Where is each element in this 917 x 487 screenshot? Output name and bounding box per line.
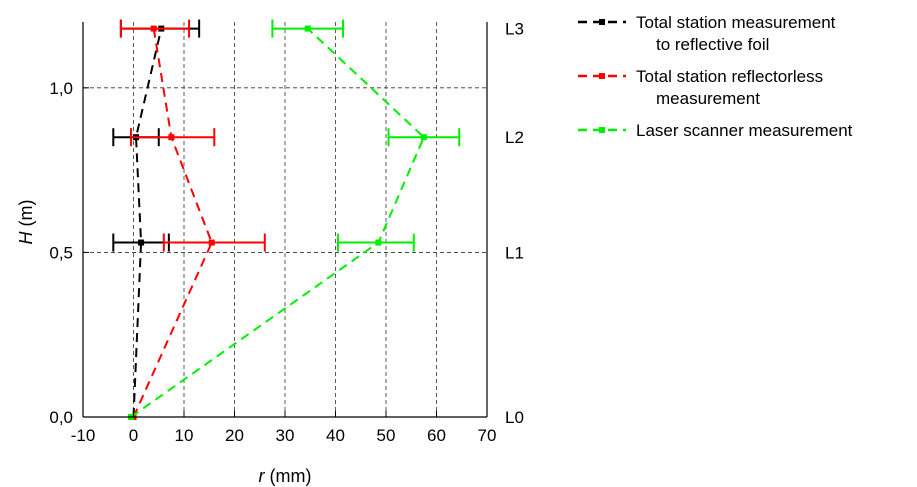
x-axis-label-rest: (mm) [265, 466, 312, 486]
x-tick-label: 50 [377, 426, 396, 445]
data-point [150, 25, 157, 32]
legend-label: measurement [656, 89, 760, 108]
legend-label: to reflective foil [656, 35, 769, 54]
x-axis-label: r (mm) [259, 466, 312, 486]
x-axis-label-italic: r [259, 466, 266, 486]
tick-labels: -10 0 10 20 30 40 50 60 70 0,0 0,5 1,0 [49, 79, 496, 445]
legend-entry: Total station reflectorless measurement [578, 67, 823, 108]
level-labels: L0 L1 L2 L3 [505, 20, 524, 427]
x-tick-label: 60 [427, 426, 446, 445]
x-tick-label: 40 [326, 426, 345, 445]
legend-marker [599, 73, 605, 79]
data-point [420, 134, 427, 141]
legend: Total station measurement to reflective f… [578, 13, 853, 140]
data-point [304, 25, 311, 32]
legend-label: Total station measurement [636, 13, 836, 32]
x-tick-label: 70 [478, 426, 497, 445]
level-label: L2 [505, 128, 524, 147]
series-0 [112, 19, 201, 420]
data-point [375, 239, 382, 246]
series-line [132, 28, 213, 418]
data-point [208, 239, 215, 246]
grid [83, 22, 487, 417]
x-tick-label: -10 [71, 426, 96, 445]
series-layer [112, 19, 461, 420]
series-1 [119, 19, 266, 420]
series-2 [127, 19, 461, 420]
x-tick-label: 30 [276, 426, 295, 445]
legend-marker [599, 19, 605, 25]
series-line [130, 27, 426, 418]
level-label: L0 [505, 408, 524, 427]
level-label: L1 [505, 243, 524, 262]
y-tick-label: 0,0 [49, 408, 73, 427]
x-tick-label: 10 [175, 426, 194, 445]
x-tick-label: 0 [129, 426, 138, 445]
y-axis-label-italic: H [16, 230, 36, 244]
level-label: L3 [505, 20, 524, 39]
y-tick-label: 0,5 [49, 243, 73, 262]
legend-entry: Laser scanner measurement [578, 121, 853, 140]
legend-label: Laser scanner measurement [636, 121, 853, 140]
y-axis-label: H (m) [16, 200, 36, 245]
series-line [132, 28, 163, 418]
y-axis-label-rest: (m) [16, 200, 36, 232]
x-tick-label: 20 [225, 426, 244, 445]
legend-entry: Total station measurement to reflective f… [578, 13, 836, 54]
data-point [168, 134, 175, 141]
data-point [138, 239, 145, 246]
y-tick-label: 1,0 [49, 79, 73, 98]
legend-label: Total station reflectorless [636, 67, 823, 86]
legend-marker [599, 127, 605, 133]
